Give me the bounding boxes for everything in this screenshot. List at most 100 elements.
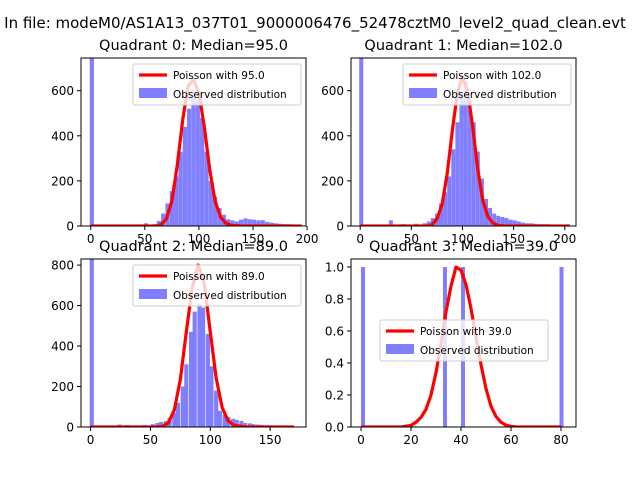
- histogram-bar: [238, 219, 244, 226]
- x-tick-label: 150: [242, 232, 265, 246]
- histogram-bar: [159, 421, 164, 427]
- y-tick-label: 0.6: [325, 325, 344, 339]
- x-tick-label: 40: [453, 433, 468, 447]
- y-tick-label: 0.2: [325, 389, 344, 403]
- histogram-bar: [388, 220, 393, 226]
- histogram-bar: [459, 92, 464, 226]
- x-tick-label: 0: [87, 433, 95, 447]
- y-tick-label: 0.8: [325, 293, 344, 307]
- histogram-bar: [192, 311, 197, 427]
- subplot-title: Quadrant 0: Median=95.0: [99, 38, 288, 54]
- subplot-quadrant-1: 0 50 100 150 200 0 200 400 600 Quadrant 1: Median…: [321, 38, 577, 246]
- x-tick-label: 150: [502, 232, 525, 246]
- histogram-bar: [247, 423, 252, 427]
- histogram-bar: [512, 220, 517, 226]
- legend-label-poisson: Poisson with 89.0: [173, 271, 265, 283]
- histogram-bar: [269, 222, 274, 226]
- histogram-bar: [234, 419, 239, 427]
- legend-frame: [402, 63, 572, 106]
- histogram-bar: [182, 126, 187, 226]
- subplot-quadrant-0: 0 50 100 150 200 0 200 400 600 Quadrant 0: Median…: [51, 38, 318, 246]
- histogram-bar: [89, 259, 94, 427]
- y-tick-label: 600: [51, 84, 74, 98]
- histogram-bar: [242, 422, 248, 427]
- histogram-bar: [443, 192, 448, 226]
- histogram-bar: [200, 117, 205, 226]
- subplot-title: Quadrant 1: Median=102.0: [364, 38, 562, 54]
- poisson-fit-line: [360, 75, 570, 226]
- histogram-bar: [439, 203, 443, 226]
- poisson-fit-line: [90, 263, 295, 427]
- histogram-bar: [209, 366, 214, 427]
- histogram-bar: [174, 176, 179, 226]
- histogram-bar: [213, 196, 218, 226]
- legend: Poisson with 89.0 Observed distribution: [132, 264, 302, 307]
- y-tick-label: 200: [321, 174, 344, 188]
- x-tick-label: 60: [503, 433, 518, 447]
- histogram-bar: [161, 213, 166, 226]
- legend: Poisson with 95.0 Observed distribution: [132, 63, 302, 106]
- histogram-bar: [475, 151, 480, 226]
- histogram-bar: [204, 151, 209, 226]
- x-tick-label: 150: [259, 433, 282, 447]
- histogram-bar: [178, 151, 183, 226]
- histogram-bar: [180, 386, 185, 427]
- poisson-fit-line: [90, 77, 302, 226]
- subplot-quadrant-3: 0 20 40 60 80 0.0 0.2 0.4 0.6 0.8 1.0 Quadrant 3: M…: [325, 239, 577, 447]
- histogram-bar: [559, 267, 564, 427]
- x-tick-label: 0: [87, 232, 95, 246]
- y-tick-label: 600: [321, 84, 344, 98]
- histogram-bar: [359, 58, 364, 226]
- y-tick-label: 0.4: [325, 357, 344, 371]
- legend: Poisson with 39.0 Observed distribution: [379, 319, 549, 362]
- histogram-bar: [504, 218, 509, 226]
- histogram-bar: [89, 58, 94, 226]
- y-tick-label: 1.0: [325, 261, 344, 275]
- x-tick-label: 100: [199, 433, 222, 447]
- histogram-bar: [189, 331, 194, 427]
- histogram-bar: [508, 219, 513, 226]
- histogram-bar: [217, 410, 222, 427]
- y-tick-label: 0.0: [325, 421, 344, 435]
- legend-label-observed: Observed distribution: [173, 290, 287, 302]
- histogram-bar: [169, 191, 174, 226]
- y-tick-label: 0: [66, 421, 74, 435]
- y-tick-label: 800: [51, 259, 74, 273]
- x-tick-label: 50: [404, 232, 419, 246]
- histogram-bar: [496, 215, 501, 226]
- histogram-bar: [492, 213, 497, 226]
- histogram-bar: [156, 221, 161, 226]
- histogram-bar: [471, 122, 476, 226]
- legend-swatch-observed: [139, 289, 167, 299]
- y-tick-label: 200: [51, 380, 74, 394]
- histogram-bar: [500, 216, 505, 226]
- histogram-bar: [247, 219, 252, 226]
- histogram-bar: [243, 218, 248, 226]
- legend: Poisson with 102.0 Observed distribution: [402, 63, 572, 106]
- legend-frame: [379, 319, 549, 362]
- axes-frame: [80, 258, 307, 428]
- histogram-bar: [361, 267, 365, 427]
- legend-label-observed: Observed distribution: [173, 89, 287, 101]
- x-tick-label: 0: [357, 433, 365, 447]
- histogram-bar: [516, 221, 521, 226]
- x-tick-label: 100: [451, 232, 474, 246]
- histogram-bar: [208, 180, 213, 226]
- histogram-bar: [191, 90, 196, 226]
- axes-frame: [80, 57, 307, 227]
- x-tick-label: 80: [553, 433, 568, 447]
- histogram-bar: [155, 422, 160, 427]
- x-tick-label: 50: [137, 232, 152, 246]
- histogram-bar: [239, 420, 244, 427]
- x-tick-label: 0: [356, 232, 364, 246]
- y-tick-label: 200: [51, 174, 74, 188]
- legend-label-poisson: Poisson with 39.0: [420, 326, 512, 338]
- legend-frame: [132, 264, 302, 307]
- histogram-bar: [264, 221, 270, 226]
- histogram-bar: [260, 220, 265, 226]
- y-tick-label: 400: [51, 340, 74, 354]
- histogram-bar: [222, 414, 227, 427]
- histogram-bar: [451, 149, 456, 226]
